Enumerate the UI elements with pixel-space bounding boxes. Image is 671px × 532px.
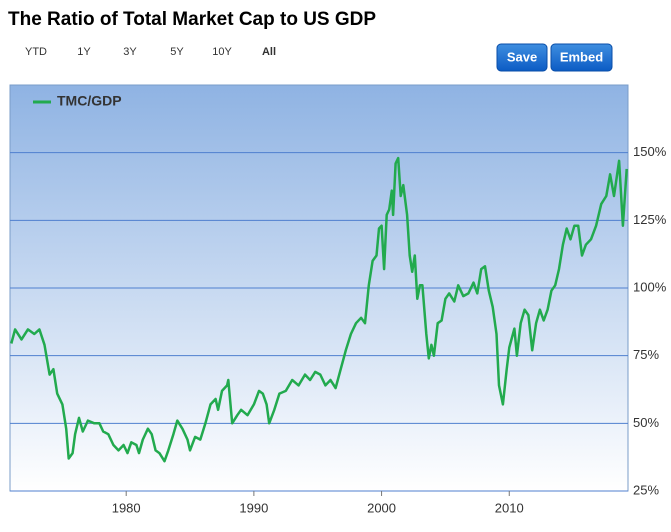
y-tick-label: 150% <box>633 144 667 159</box>
x-tick-label: 2000 <box>367 500 396 515</box>
data-line <box>10 156 628 463</box>
range-button[interactable]: All <box>262 46 276 58</box>
action-button[interactable] <box>550 43 613 72</box>
y-tick-label: 25% <box>633 482 659 497</box>
y-tick-label: 100% <box>633 279 667 294</box>
range-button[interactable]: 10Y <box>212 46 232 58</box>
x-tick-label: 2010 <box>495 500 524 515</box>
range-button[interactable]: 1Y <box>77 46 91 58</box>
x-tick-label: 1980 <box>112 500 141 515</box>
range-button[interactable]: YTD <box>25 46 47 58</box>
action-button-label[interactable]: Save <box>507 49 537 64</box>
y-tick-label: 75% <box>633 347 659 362</box>
y-tick-label: 125% <box>633 212 667 227</box>
range-button[interactable]: 3Y <box>123 46 137 58</box>
action-button-label[interactable]: Embed <box>560 49 603 64</box>
chart-title: The Ratio of Total Market Cap to US GDP <box>8 9 376 30</box>
y-tick-label: 50% <box>633 415 659 430</box>
legend-label: TMC/GDP <box>57 93 122 109</box>
x-tick-label: 1990 <box>239 500 268 515</box>
action-button[interactable] <box>496 43 548 72</box>
range-button[interactable]: 5Y <box>170 46 184 58</box>
